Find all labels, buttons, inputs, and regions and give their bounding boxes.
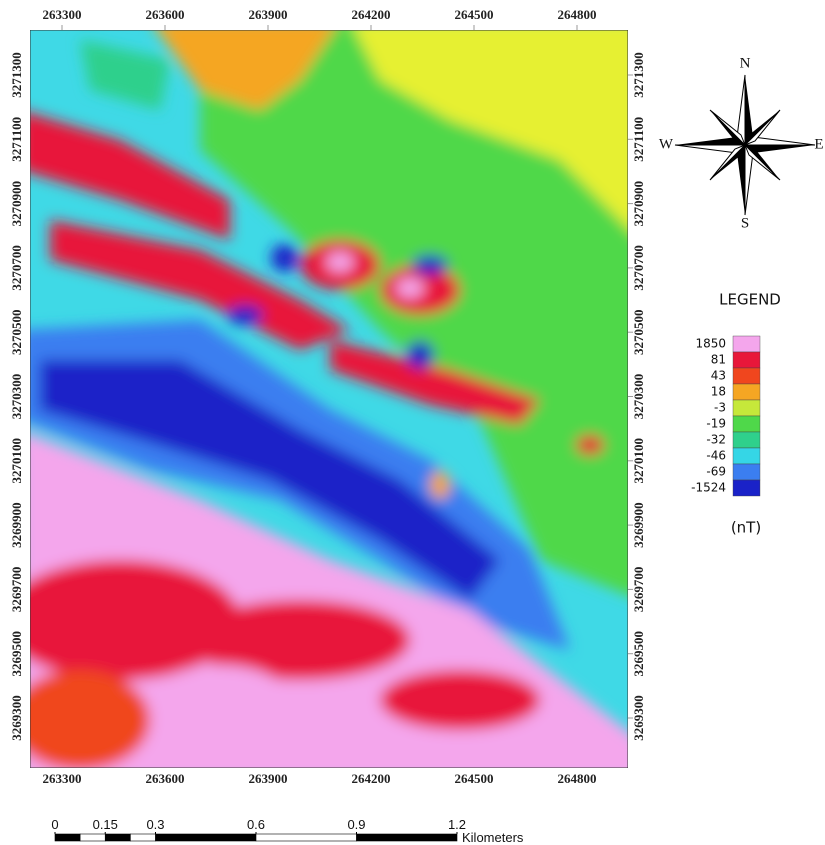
scale-label: 0.6 xyxy=(247,817,265,832)
y-tick-label: 3269500 xyxy=(9,631,24,677)
y-tick-label: 3271300 xyxy=(9,52,24,98)
y-tick-label: 3270500 xyxy=(631,309,646,355)
y-tick-label: 3270700 xyxy=(9,245,24,291)
legend-title: LEGEND xyxy=(719,291,781,309)
scale-label: 0.9 xyxy=(347,817,365,832)
y-tick-label: 3270100 xyxy=(631,438,646,484)
scale-label: 0.15 xyxy=(93,817,118,832)
legend-swatch xyxy=(733,448,760,464)
scale-segment xyxy=(130,834,155,841)
x-tick-label: 264500 xyxy=(455,771,494,786)
x-tick-label: 264800 xyxy=(558,771,597,786)
legend-label: -46 xyxy=(706,449,726,463)
legend-swatch xyxy=(733,416,760,432)
y-tick-label: 3269300 xyxy=(631,695,646,741)
scale-segment xyxy=(156,834,257,841)
legend-label: 1850 xyxy=(695,337,726,351)
y-tick-label: 3271300 xyxy=(631,52,646,98)
x-tick-label: 263600 xyxy=(146,7,185,22)
y-tick-label: 3271100 xyxy=(9,117,24,162)
scale-unit: Kilometers xyxy=(462,830,524,845)
scale-label: 0.3 xyxy=(146,817,164,832)
compass-east: E xyxy=(814,136,823,152)
compass-north: N xyxy=(740,55,751,71)
y-tick-label: 3269700 xyxy=(631,567,646,613)
legend-swatch xyxy=(733,464,760,480)
legend-swatch xyxy=(733,336,760,352)
y-tick-label: 3270900 xyxy=(631,181,646,227)
legend-swatch xyxy=(733,368,760,384)
legend-swatch xyxy=(733,352,760,368)
y-tick-label: 3269700 xyxy=(9,567,24,613)
y-tick-label: 3270900 xyxy=(9,181,24,227)
y-tick-label: 3270300 xyxy=(9,374,24,420)
scale-segment xyxy=(357,834,458,841)
legend-swatch xyxy=(733,384,760,400)
y-tick-label: 3269900 xyxy=(631,502,646,548)
x-tick-label: 263600 xyxy=(146,771,185,786)
y-tick-label: 3270700 xyxy=(631,245,646,291)
y-tick-label: 3269500 xyxy=(631,631,646,677)
compass-rose xyxy=(675,75,815,215)
legend-label: -69 xyxy=(706,465,726,479)
magnetic-map xyxy=(0,20,640,780)
y-tick-label: 3269900 xyxy=(9,502,24,548)
x-tick-label: 264800 xyxy=(558,7,597,22)
y-tick-label: 3270300 xyxy=(631,374,646,420)
scale-segment xyxy=(105,834,130,841)
x-tick-label: 263300 xyxy=(43,7,82,22)
y-tick-label: 3269300 xyxy=(9,695,24,741)
legend-label: 43 xyxy=(711,369,726,383)
compass-south: S xyxy=(741,215,749,231)
legend-swatch xyxy=(733,400,760,416)
legend-swatch xyxy=(733,432,760,448)
legend-label: 81 xyxy=(711,353,726,367)
scale-segment xyxy=(80,834,105,841)
legend-label: -32 xyxy=(706,433,726,447)
x-tick-label: 263300 xyxy=(43,771,82,786)
legend-unit: (nT) xyxy=(731,519,761,537)
legend-label: -3 xyxy=(714,401,726,415)
scale-segment xyxy=(55,834,80,841)
scale-label: 1.2 xyxy=(448,817,466,832)
y-tick-label: 3271100 xyxy=(631,117,646,162)
map-page: N S W E LEGEND (nT) Kilometers 263300 263… xyxy=(0,0,825,845)
x-tick-label: 263900 xyxy=(249,771,288,786)
legend-label: -19 xyxy=(706,417,726,431)
legend-swatch xyxy=(733,480,760,496)
scale-segment xyxy=(256,834,357,841)
legend-label: -1524 xyxy=(691,481,726,495)
x-tick-label: 263900 xyxy=(249,7,288,22)
scale-label: 0 xyxy=(51,817,58,832)
legend-label: 18 xyxy=(711,385,726,399)
y-tick-label: 3270100 xyxy=(9,438,24,484)
x-tick-label: 264500 xyxy=(455,7,494,22)
y-tick-label: 3270500 xyxy=(9,309,24,355)
compass-west: W xyxy=(659,136,674,152)
x-tick-label: 264200 xyxy=(352,771,391,786)
x-tick-label: 264200 xyxy=(352,7,391,22)
